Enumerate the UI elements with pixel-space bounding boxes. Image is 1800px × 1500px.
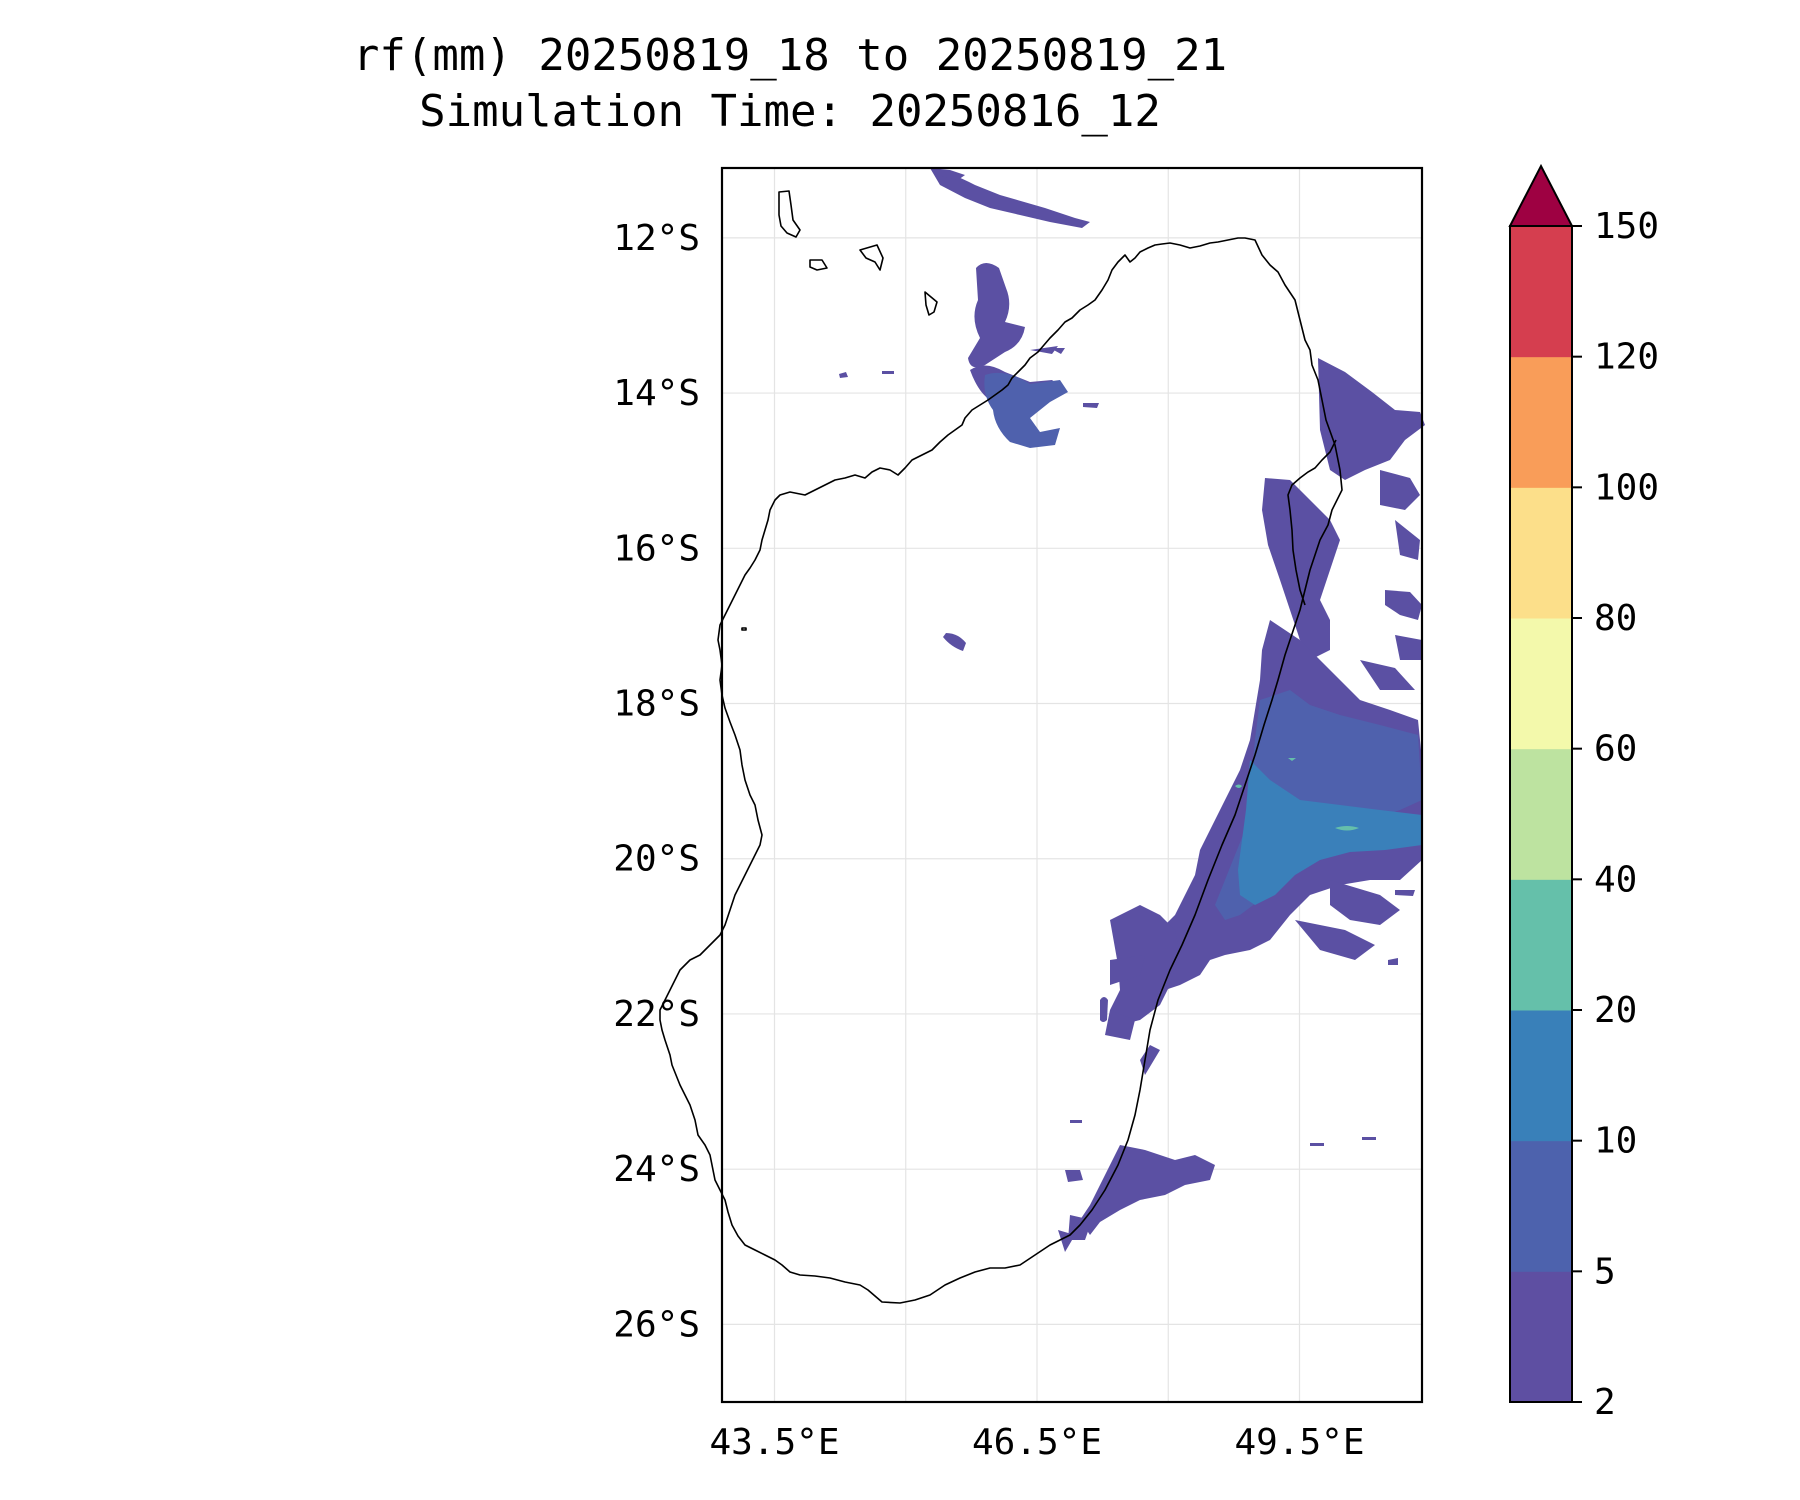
rain-area-small-sw [1100,997,1108,1022]
rain-area-small-east-1 [1395,890,1415,896]
rain-area-ne-coast [1318,358,1425,480]
colorbar-extend-arrow [1508,163,1574,227]
lat-tick-label: 20°S [613,839,700,880]
rain-core-20-40-c [1288,758,1296,761]
colorbar-tick-label: 150 [1594,206,1659,247]
colorbar-segment [1510,356,1572,488]
island-anjouan [859,244,884,271]
madagascar-coastline [659,237,1343,1304]
rain-area-small-3 [839,372,848,378]
colorbar-tick-label: 40 [1594,859,1637,900]
rain-area-south-3 [1065,1170,1083,1182]
rain-area-small-4 [882,371,894,374]
rain-area-top [930,168,965,180]
rain-area-small-6 [943,633,966,651]
rain-core-20-40 [1335,826,1359,831]
colorbar-segment [1510,618,1572,750]
colorbar-segment [1510,1271,1572,1403]
rainfall-field [839,168,1425,1252]
lon-tick-label: 49.5°E [1234,1422,1364,1463]
latitude-ticks: 12°S 14°S 16°S 18°S 20°S 22°S 24°S 26°S [613,218,700,1346]
rain-area-small-5 [1050,348,1065,354]
lat-tick-label: 22°S [613,994,700,1035]
rain-area-small-east-2 [1388,958,1398,965]
rain-area-mozambique-channel [984,372,1068,448]
colorbar-tick-label: 80 [1594,598,1637,639]
map-panel [659,168,1425,1402]
longitude-ticks: 43.5°E 46.5°E 49.5°E [709,1422,1364,1463]
lat-tick-label: 26°S [613,1304,700,1345]
rain-area-south-2 [1058,1215,1092,1252]
rain-area-north-bands [930,168,1090,228]
island-small [741,627,747,631]
island-mayotte [924,291,938,316]
colorbar-segment [1510,226,1572,358]
map-frame [720,166,1424,1404]
lat-tick-label: 24°S [613,1149,700,1190]
lat-tick-label: 18°S [613,684,700,725]
lon-tick-label: 46.5°E [972,1422,1102,1463]
rain-core-10-20 [1238,760,1422,905]
rain-area-sw-streaks [1105,955,1160,1075]
lon-tick-label: 43.5°E [709,1422,839,1463]
colorbar-tick-label: 100 [1594,467,1659,508]
colorbar-segment [1510,1140,1572,1272]
rain-area-south-small [1070,1120,1376,1146]
lat-tick-label: 16°S [613,528,700,569]
rain-core-20-40-b [1235,784,1242,788]
colorbar-tick-label: 5 [1594,1251,1616,1292]
colorbar-segment [1510,487,1572,619]
island-moheli [809,259,828,271]
rain-area-east-offshore-1 [1385,590,1422,620]
colorbar-tick-label: 60 [1594,729,1637,770]
rain-area-south-central [1110,905,1180,1025]
eastern-escarpment-line [1287,439,1337,606]
island-grande-comore [778,190,801,238]
colorbar-tick-label: 10 [1594,1121,1637,1162]
colorbar-tick-label: 2 [1594,1382,1616,1423]
rain-area-nw [968,263,1025,368]
rain-area-ne-offshore [1380,470,1420,560]
title-line-2: Simulation Time: 20250816_12 [419,86,1161,137]
colorbar-outline [1509,225,1573,1403]
rain-area-south [1080,1145,1215,1235]
rain-area-east-offshore-2 [1360,635,1422,690]
lat-tick-label: 14°S [613,373,700,414]
rain-area-east-band [1262,478,1340,660]
rain-area-small-2 [1083,403,1099,408]
colorbar-tick-label: 120 [1594,337,1659,378]
colorbar-segment [1510,1010,1572,1142]
colorbar-segment [1510,748,1572,880]
title-line-1: rf(mm) 20250819_18 to 20250819_21 [353,30,1227,81]
rain-area-east-streaks [1295,880,1400,960]
colorbar-tick-label: 20 [1594,990,1637,1031]
lat-tick-label: 12°S [613,218,700,259]
colorbar: 2 5 10 20 40 60 80 100 120 150 [1508,163,1659,1423]
colorbar-segment [1510,879,1572,1011]
